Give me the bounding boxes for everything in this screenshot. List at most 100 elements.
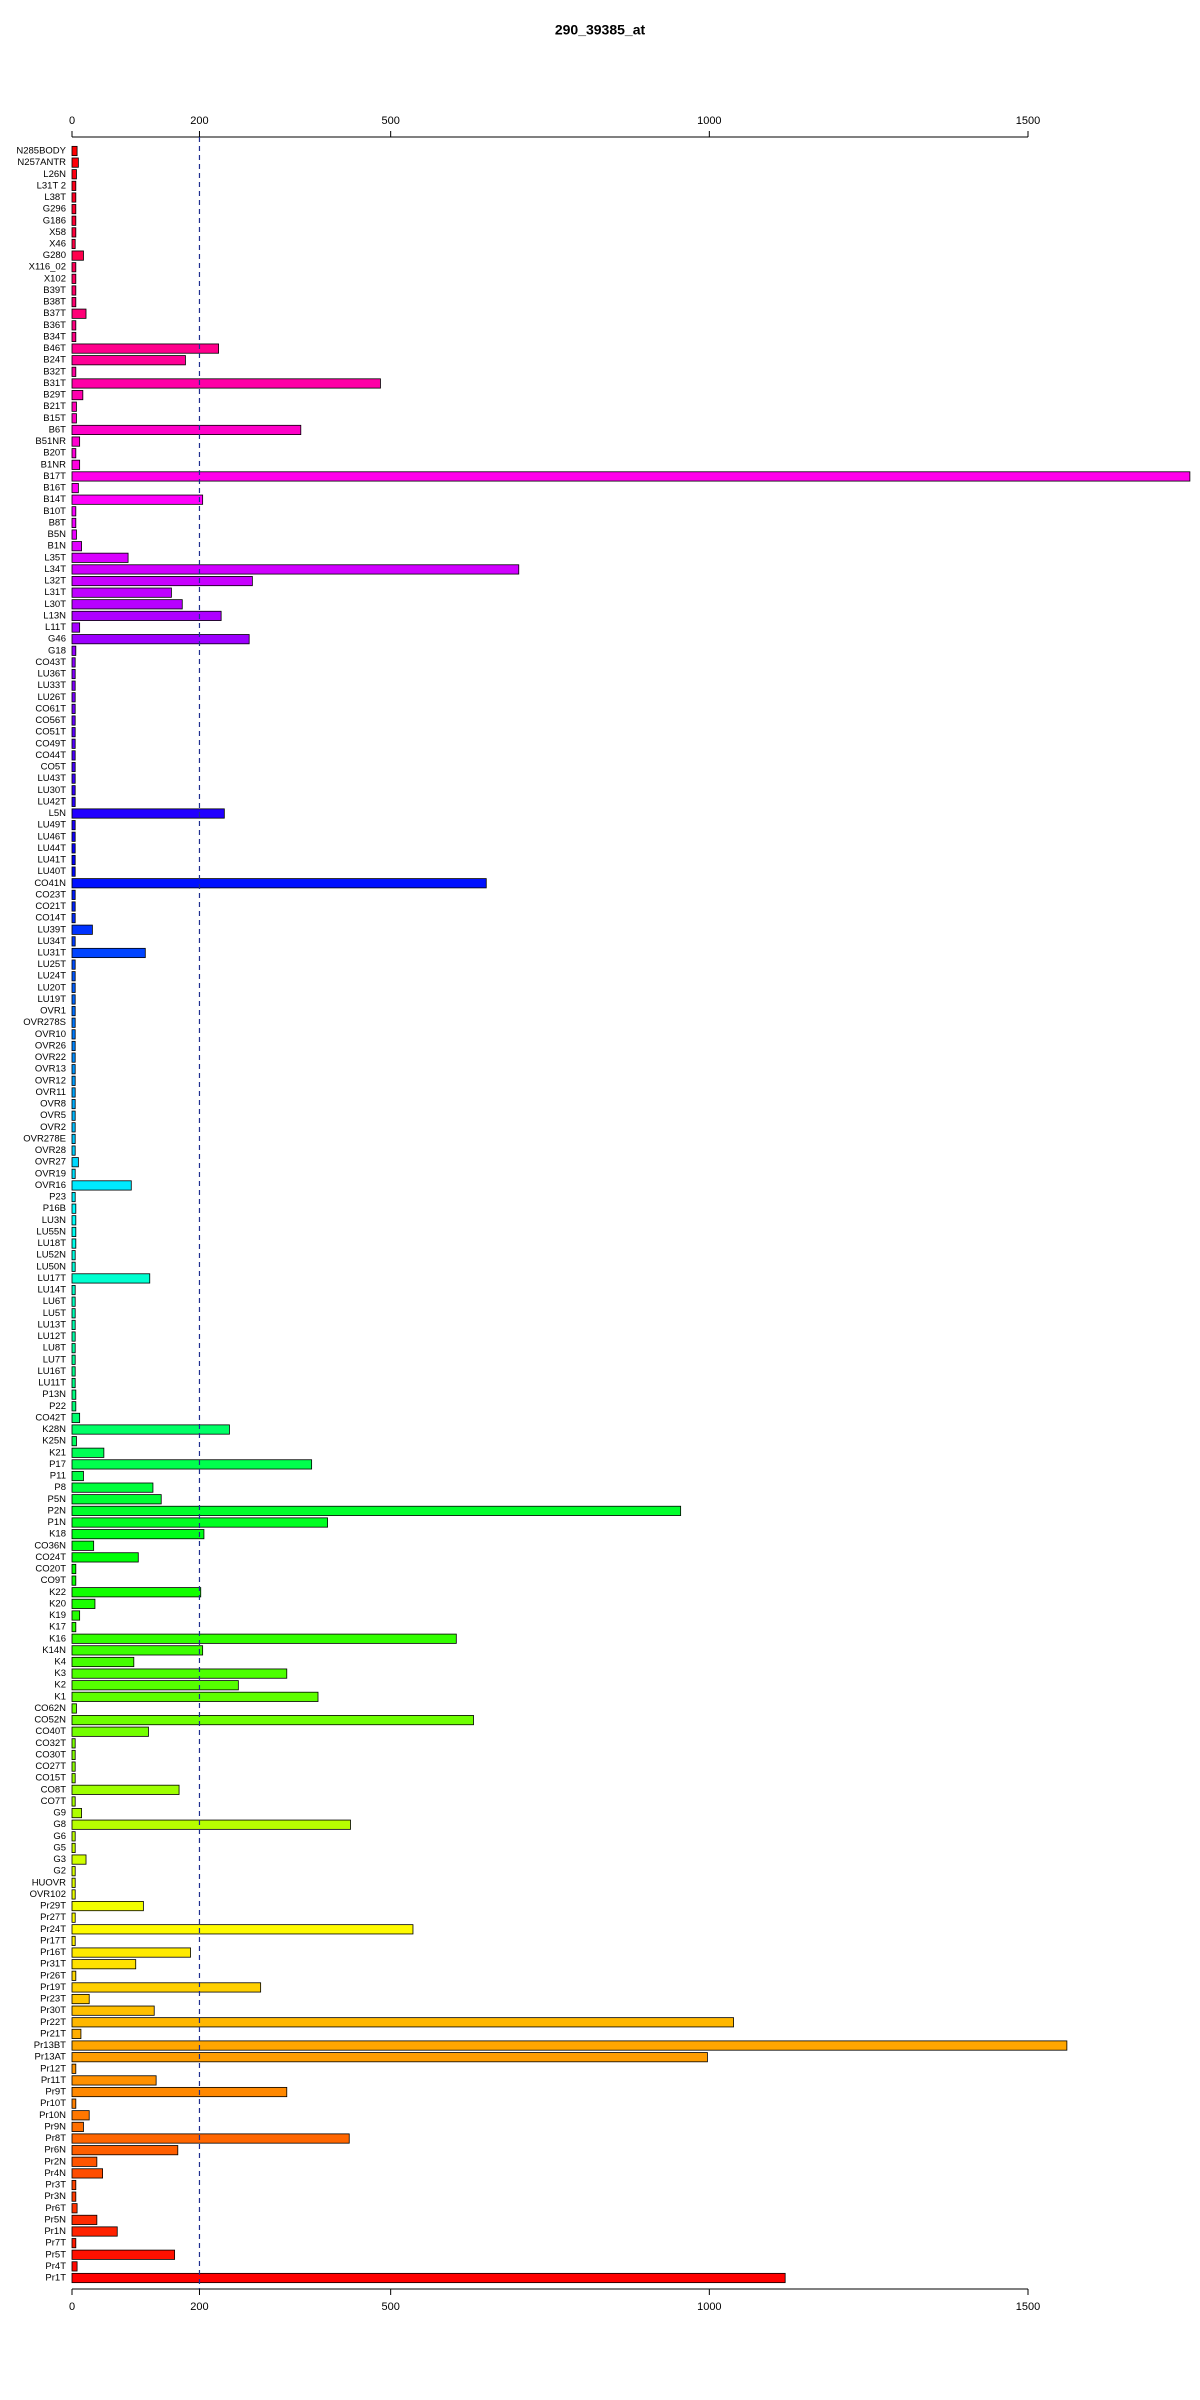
bar (71, 169, 77, 180)
x-tick-label: 1000 (697, 115, 721, 127)
bar (71, 1447, 105, 1458)
y-tick-label: OVR12 (35, 1075, 66, 1086)
y-tick-label: LU24T (37, 971, 66, 982)
y-tick-label: Pr5N (44, 2214, 66, 2225)
bar (71, 2098, 77, 2109)
y-tick-label: Pr19T (40, 1982, 66, 1993)
bar (71, 1029, 76, 1040)
bar (71, 622, 81, 633)
y-tick-label: OVR27 (35, 1157, 66, 1168)
bar (71, 390, 84, 401)
y-tick-label: CO21T (35, 901, 66, 912)
y-tick-label: Pr6N (44, 2145, 66, 2156)
y-tick-label: Pr27T (40, 1912, 66, 1923)
y-tick-label: Pr21T (40, 2028, 66, 2039)
bar (71, 1133, 76, 1144)
x-tick-label: 0 (69, 2301, 75, 2313)
y-tick-label: Pr26T (40, 1970, 66, 1981)
y-tick-label: B1N (48, 541, 67, 552)
y-tick-label: LU43T (37, 773, 66, 784)
y-tick-label: L35T (44, 552, 66, 563)
bar (71, 145, 78, 157)
y-tick-label: CO49T (35, 738, 66, 749)
bar (71, 1052, 76, 1063)
y-tick-label: CO56T (35, 715, 66, 726)
bar (71, 1901, 144, 1912)
y-tick-label: LU8T (43, 1343, 66, 1354)
y-tick-label: LU11T (38, 1378, 66, 1389)
bar (71, 668, 76, 680)
bar (71, 2052, 708, 2063)
y-tick-label: B21T (43, 401, 66, 412)
bar (71, 1563, 77, 1575)
y-tick-label: CO42T (35, 1412, 66, 1423)
y-tick-label: Pr23T (40, 1994, 66, 2005)
bar (71, 262, 77, 273)
bar (71, 1575, 77, 1586)
bar (71, 761, 76, 773)
bar (71, 2121, 84, 2132)
bar (71, 1482, 154, 1493)
bar (71, 2238, 77, 2249)
y-tick-label: OVR8 (40, 1099, 66, 1110)
x-tick-label: 500 (381, 2301, 399, 2313)
y-tick-label: LU20T (37, 982, 66, 993)
bar (71, 541, 82, 552)
bar (71, 959, 76, 970)
y-tick-label: CO24T (35, 1552, 66, 1563)
bar (71, 1598, 96, 1609)
bar (71, 2028, 82, 2039)
bar (71, 692, 76, 703)
y-tick-label: L11T (45, 622, 66, 633)
bar (71, 1366, 76, 1377)
bar (71, 2005, 155, 2016)
y-tick-label: LU44T (37, 843, 66, 854)
y-tick-label: K1 (54, 1691, 66, 1702)
y-tick-label: K14N (42, 1645, 66, 1656)
y-tick-label: LU40T (37, 866, 66, 877)
y-tick-label: OVR19 (35, 1168, 66, 1179)
bar (71, 1192, 76, 1203)
y-tick-label: CO14T (35, 913, 66, 924)
bar (71, 703, 76, 714)
bar (71, 471, 1191, 482)
y-tick-label: CO30T (35, 1749, 66, 1760)
y-tick-label: B37T (43, 308, 66, 319)
bar (71, 1726, 149, 1737)
y-tick-label: LU26T (37, 692, 66, 703)
y-tick-label: G2 (53, 1866, 66, 1877)
y-tick-label: CO15T (35, 1773, 66, 1784)
y-tick-label: B36T (43, 320, 66, 331)
bar (71, 1633, 457, 1644)
y-tick-label: CO40T (35, 1726, 66, 1737)
chart-title: 290_39385_at (555, 22, 646, 38)
bar (71, 2110, 90, 2121)
y-tick-label: Pr16T (40, 1947, 66, 1958)
bar (71, 1017, 76, 1028)
bar (71, 738, 76, 749)
y-tick-label: OVR22 (35, 1052, 66, 1063)
y-tick-label: LU52N (36, 1250, 66, 1261)
y-tick-label: B15T (43, 413, 66, 424)
y-tick-label: B34T (43, 331, 66, 342)
bar (71, 1006, 76, 1017)
x-tick-label: 1000 (697, 2301, 721, 2313)
bar (71, 820, 76, 831)
bar (71, 1168, 76, 1179)
y-tick-label: G9 (53, 1808, 66, 1819)
y-tick-label: L31T 2 (37, 180, 66, 191)
bar (71, 1947, 191, 1958)
bar (71, 1749, 76, 1761)
y-tick-label: B46T (43, 343, 66, 354)
bar (71, 331, 77, 343)
y-tick-label: LU39T (37, 924, 66, 935)
y-tick-label: LU17T (37, 1273, 66, 1284)
bar (71, 180, 77, 191)
bar (71, 1238, 77, 1249)
y-tick-label: K18 (49, 1529, 66, 1540)
bar (71, 1296, 76, 1307)
bar (71, 634, 250, 645)
y-tick-label: B20T (43, 448, 66, 459)
bar (71, 1099, 76, 1110)
